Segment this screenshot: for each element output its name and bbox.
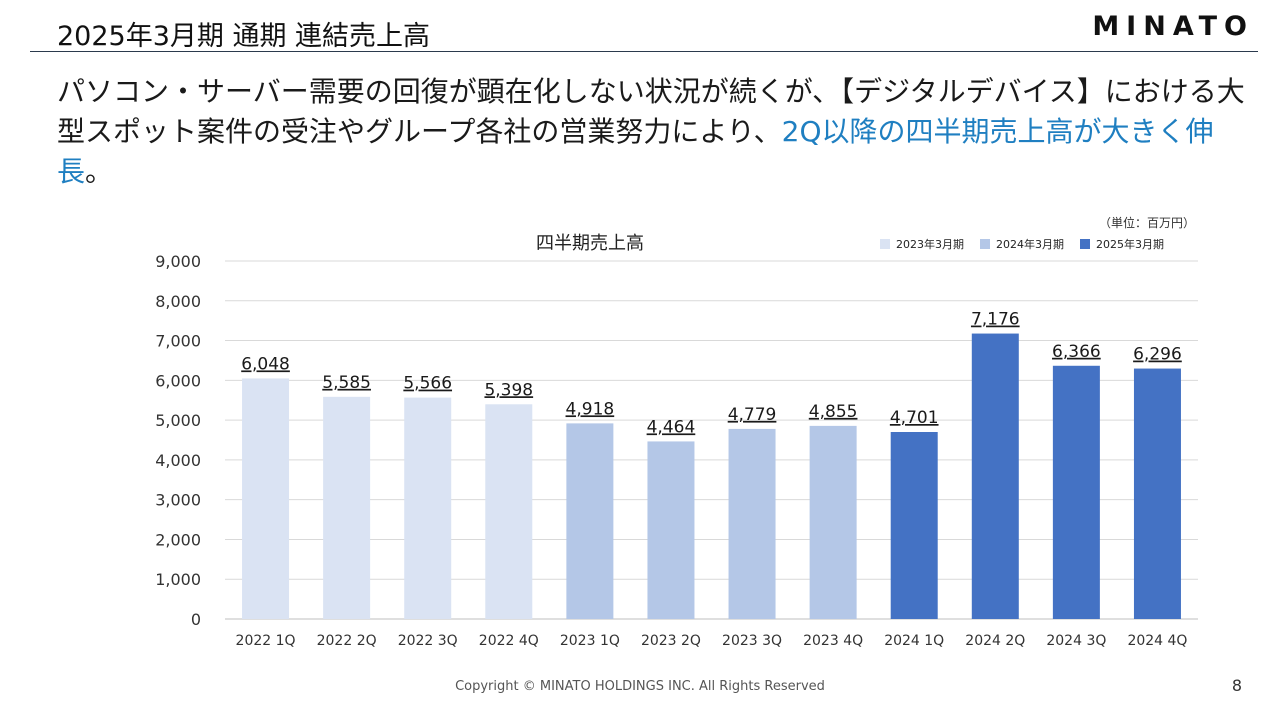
bar [890, 432, 938, 619]
x-tick-label: 2023 4Q [803, 633, 863, 649]
bar [323, 396, 371, 619]
y-tick-label: 8,000 [155, 292, 201, 311]
legend-label: 2025年3月期 [1096, 238, 1164, 251]
headline-accent-text: 2Q以降の四半期売上高が大きく伸長 [57, 115, 1214, 188]
data-label: 4,701 [890, 408, 939, 428]
data-label: 4,855 [809, 402, 858, 422]
legend-swatch [880, 239, 890, 249]
bar [566, 423, 614, 619]
y-tick-label: 2,000 [155, 530, 201, 549]
bar [809, 425, 857, 619]
x-tick-label: 2022 3Q [398, 633, 458, 649]
x-tick-label: 2023 2Q [641, 633, 701, 649]
data-label: 5,398 [484, 380, 533, 400]
bar [1133, 368, 1181, 619]
unit-note: （単位：百万円） [1098, 216, 1195, 230]
x-tick-label: 2022 1Q [236, 633, 296, 649]
y-tick-label: 6,000 [155, 371, 201, 390]
y-tick-label: 0 [191, 610, 201, 629]
bar [647, 441, 695, 619]
data-label: 6,366 [1052, 342, 1101, 362]
data-label: 4,918 [566, 399, 615, 419]
data-label: 5,585 [322, 373, 371, 393]
chart-legend: 2023年3月期 2024年3月期 2025年3月期 [880, 236, 1164, 252]
x-tick-label: 2024 4Q [1127, 633, 1187, 649]
chart-title: 四半期売上高 [536, 233, 644, 254]
x-tick-label: 2024 3Q [1046, 633, 1106, 649]
x-tick-label: 2022 2Q [317, 633, 377, 649]
legend-item-fy2025: 2025年3月期 [1080, 236, 1164, 252]
data-label: 6,296 [1133, 345, 1182, 365]
legend-swatch [980, 239, 990, 249]
bar [404, 397, 452, 619]
page-number: 8 [1231, 676, 1242, 695]
legend-label: 2024年3月期 [996, 238, 1064, 251]
legend-item-fy2023: 2023年3月期 [880, 236, 964, 252]
x-tick-label: 2023 3Q [722, 633, 782, 649]
x-tick-label: 2024 2Q [965, 633, 1025, 649]
headline-end: 。 [85, 155, 114, 188]
data-label: 7,176 [971, 310, 1020, 330]
bar [1052, 365, 1100, 619]
data-label: 4,779 [728, 405, 777, 425]
company-logo: MINATO [1092, 11, 1254, 42]
title-divider [30, 51, 1258, 52]
y-tick-label: 4,000 [155, 451, 201, 470]
copyright-footer: Copyright © MINATO HOLDINGS INC. All Rig… [455, 679, 825, 694]
legend-item-fy2024: 2024年3月期 [980, 236, 1064, 252]
data-label: 5,566 [403, 374, 452, 394]
y-tick-label: 3,000 [155, 491, 201, 510]
bar [485, 404, 533, 619]
y-tick-label: 9,000 [155, 252, 201, 271]
y-tick-label: 7,000 [155, 332, 201, 351]
legend-swatch [1080, 239, 1090, 249]
bar [242, 378, 290, 619]
data-label: 6,048 [241, 354, 290, 374]
y-tick-label: 5,000 [155, 411, 201, 430]
bar [971, 333, 1019, 619]
headline-text: パソコン・サーバー需要の回復が顕在化しない状況が続くが、【デジタルデバイス】にお… [57, 75, 1245, 148]
headline: パソコン・サーバー需要の回復が顕在化しない状況が続くが、【デジタルデバイス】にお… [57, 72, 1247, 192]
y-tick-label: 1,000 [155, 570, 201, 589]
bar [728, 428, 776, 619]
legend-label: 2023年3月期 [896, 238, 964, 251]
slide-title: 2025年3月期 通期 連結売上高 [57, 21, 431, 52]
x-tick-label: 2022 4Q [479, 633, 539, 649]
x-tick-label: 2024 1Q [884, 633, 944, 649]
x-tick-label: 2023 1Q [560, 633, 620, 649]
data-label: 4,464 [647, 417, 696, 437]
